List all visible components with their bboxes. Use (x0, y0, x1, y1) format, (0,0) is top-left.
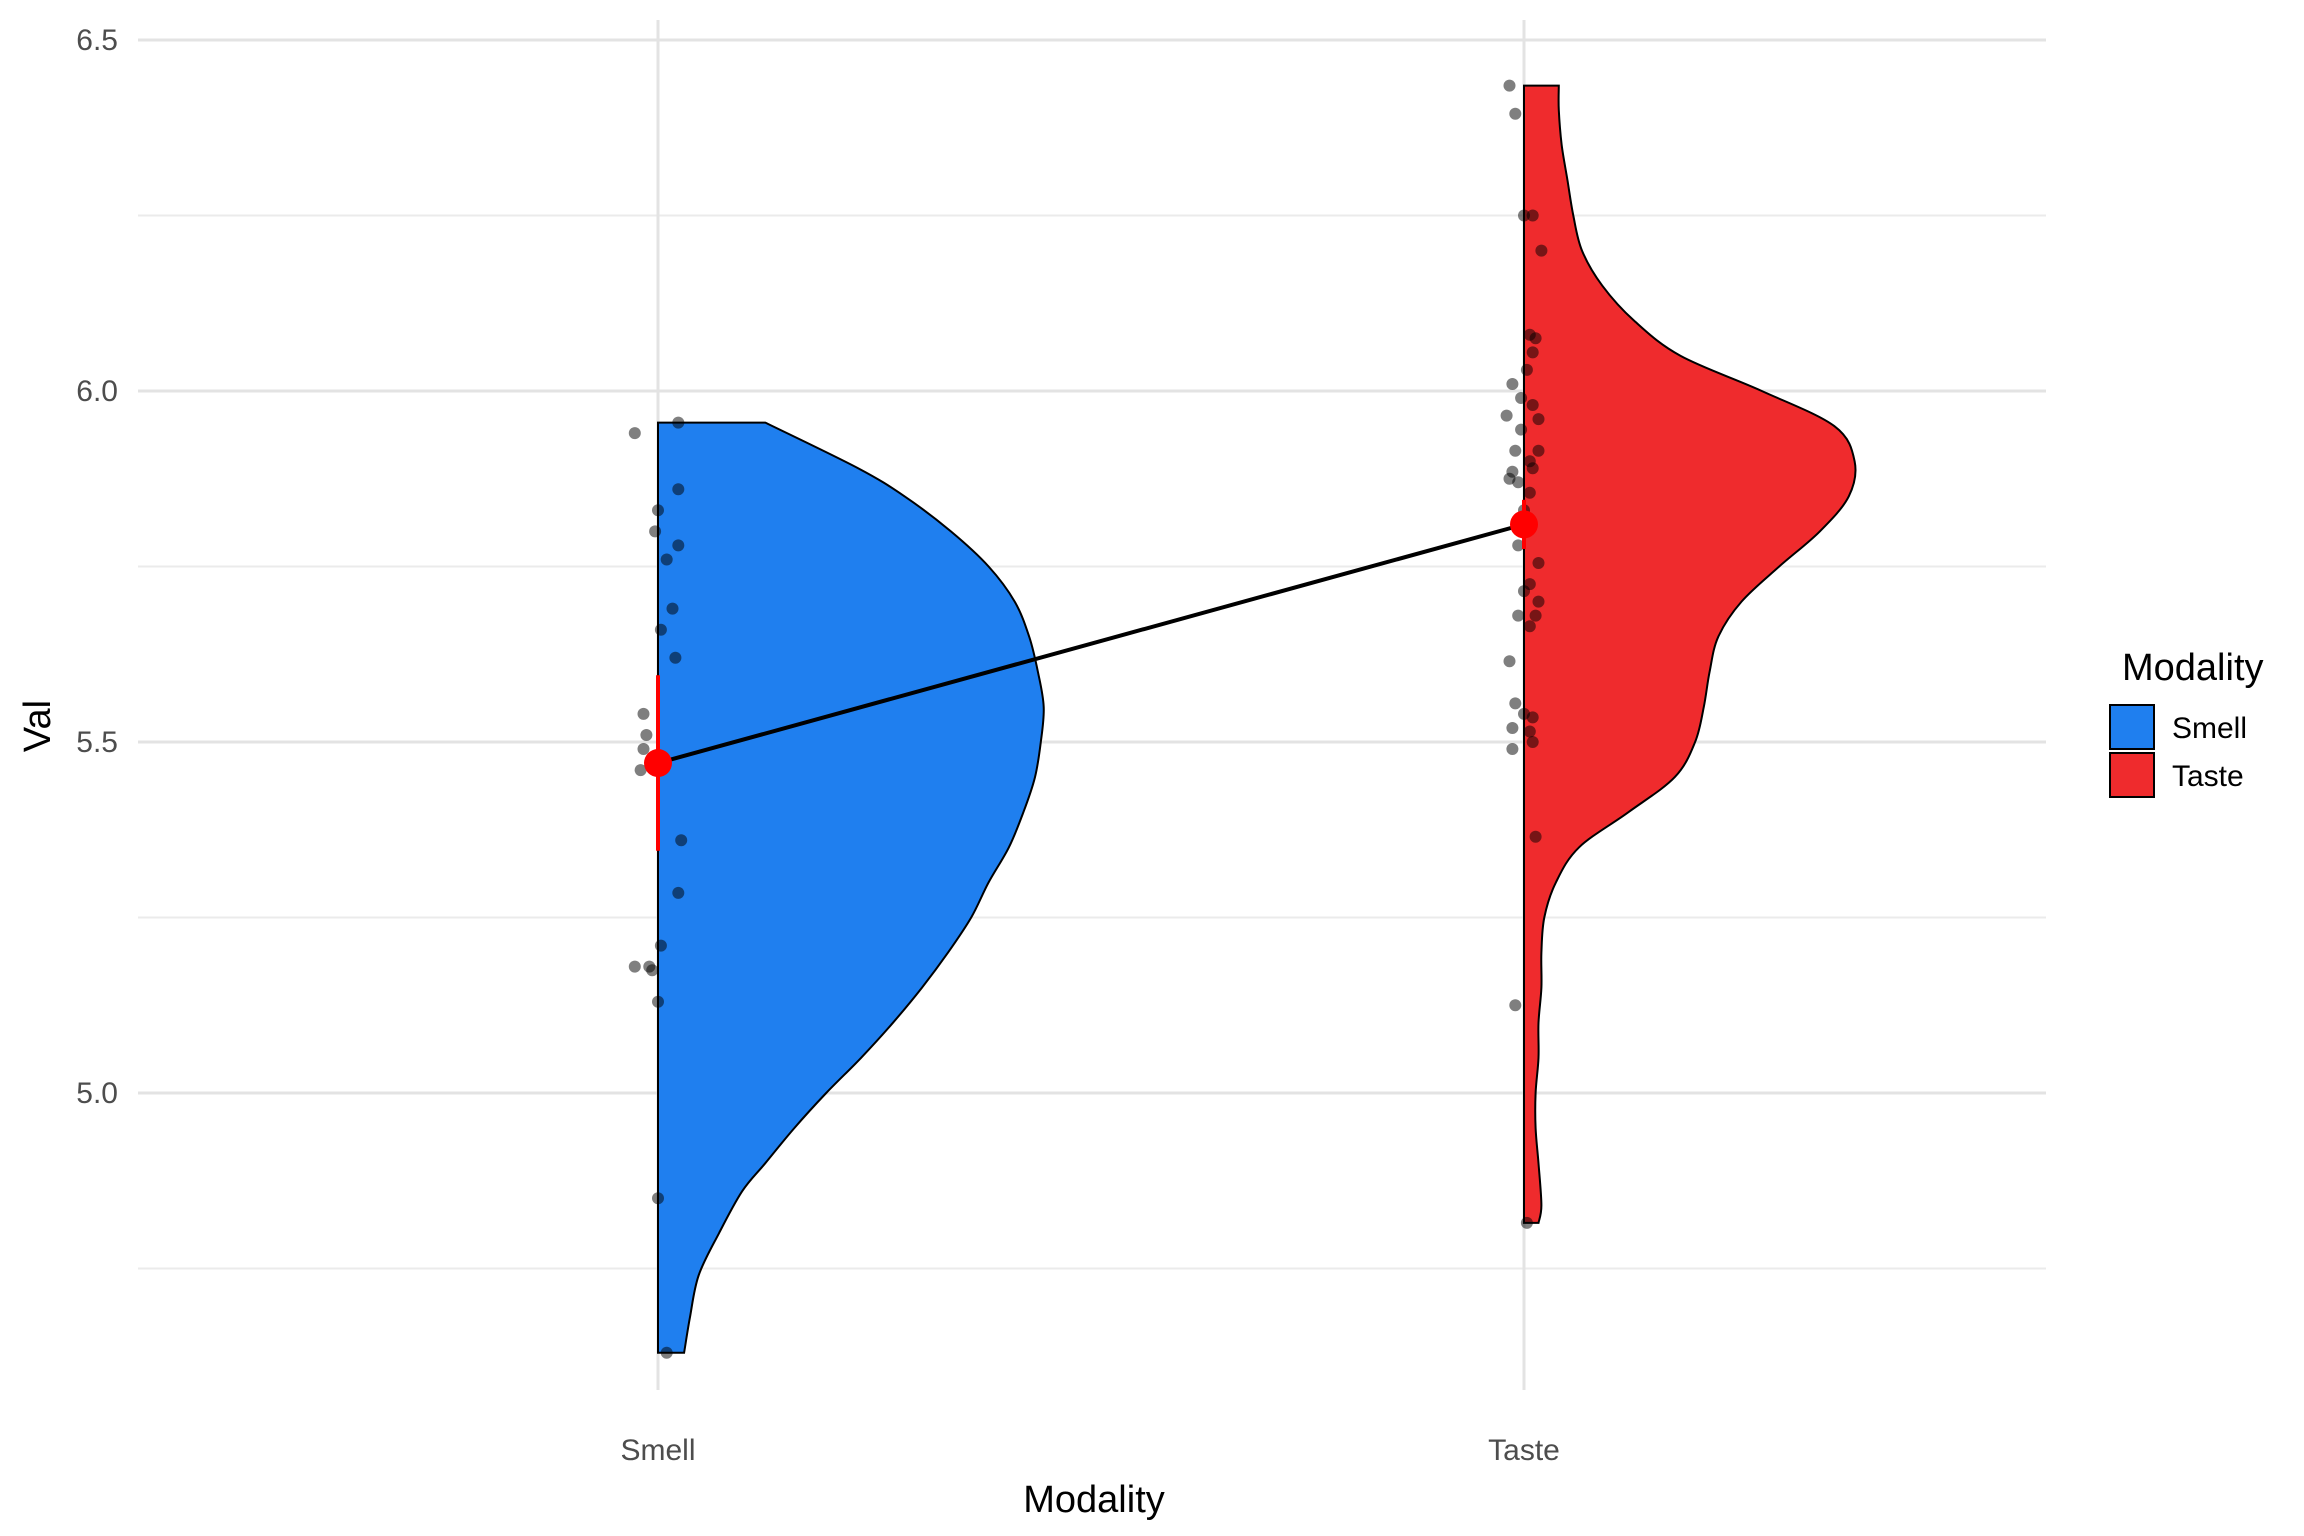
data-point-taste (1523, 725, 1536, 738)
data-point-smell (652, 1192, 664, 1205)
data-point-taste (1512, 609, 1525, 622)
data-point-taste (1512, 476, 1525, 489)
data-point-smell (646, 964, 659, 977)
data-points (628, 79, 1548, 1359)
data-point-taste (1509, 697, 1522, 710)
data-point-smell (666, 602, 679, 615)
y-axis-title: Val (17, 700, 59, 752)
data-point-taste (1503, 79, 1516, 92)
violins (657, 84, 1857, 1354)
data-point-taste (1506, 722, 1519, 734)
data-point-smell (637, 707, 650, 720)
data-point-taste (1532, 413, 1545, 426)
data-point-smell (637, 743, 650, 755)
data-point-smell (654, 623, 667, 636)
data-point-smell (672, 483, 685, 496)
data-point-taste (1509, 444, 1522, 457)
data-point-smell (669, 651, 682, 664)
y-tick-label: 5.5 (76, 726, 118, 759)
data-point-taste (1506, 743, 1519, 755)
violin-taste (1523, 84, 1857, 1224)
legend-label-smell: Smell (2172, 712, 2247, 745)
data-point-taste (1503, 655, 1516, 668)
data-point-taste (1523, 486, 1536, 499)
data-point-smell (640, 729, 653, 741)
data-point-taste (1532, 444, 1545, 457)
data-point-taste (1526, 209, 1539, 222)
violin-smell (657, 421, 1045, 1354)
x-tick-label: Taste (1488, 1434, 1560, 1467)
data-point-taste (1535, 244, 1548, 257)
data-point-taste (1526, 736, 1539, 748)
data-point-taste (1520, 1216, 1533, 1229)
legend-items: Smell Taste (2109, 704, 2247, 798)
legend-label-taste: Taste (2172, 760, 2244, 793)
data-point-taste (1532, 557, 1545, 569)
mean-connector-line (657, 522, 1525, 765)
mean-point-smell (644, 749, 672, 778)
data-point-taste (1520, 363, 1533, 376)
data-point-smell (672, 886, 685, 899)
data-point-smell (660, 553, 673, 566)
axes: 5.0 5.5 6.0 6.5 Smell Taste (76, 24, 1560, 1467)
data-point-taste (1518, 585, 1530, 598)
data-point-taste (1512, 539, 1525, 552)
data-point-taste (1509, 999, 1522, 1012)
data-point-taste (1500, 409, 1513, 422)
y-tick-label: 6.0 (76, 375, 118, 408)
y-tick-label: 6.5 (76, 24, 118, 57)
mean-point-taste (1510, 510, 1538, 539)
data-point-taste (1529, 609, 1542, 622)
data-point-taste (1515, 392, 1528, 404)
data-point-smell (649, 525, 662, 538)
y-tick-label: 5.0 (76, 1077, 118, 1110)
data-point-smell (654, 939, 667, 952)
grid-lines (138, 20, 2046, 1390)
x-axis-title: Modality (1023, 1479, 1165, 1521)
data-point-smell (628, 960, 641, 973)
data-point-smell (652, 504, 664, 517)
data-point-smell (675, 834, 688, 847)
mean-summary (644, 499, 1538, 851)
legend-swatch-taste (2109, 752, 2155, 798)
data-point-taste (1523, 620, 1536, 633)
data-point-smell (672, 416, 685, 429)
data-point-smell (672, 539, 685, 552)
data-point-smell (652, 995, 664, 1008)
data-point-smell (634, 764, 647, 777)
data-point-taste (1532, 595, 1545, 608)
data-point-taste (1529, 830, 1542, 843)
data-point-taste (1506, 378, 1519, 390)
data-point-smell (628, 427, 641, 440)
data-point-taste (1518, 209, 1530, 222)
data-point-taste (1526, 462, 1539, 475)
legend-swatch-smell (2109, 704, 2155, 750)
data-point-taste (1526, 711, 1539, 724)
data-point-taste (1515, 423, 1528, 436)
x-tick-label: Smell (620, 1434, 695, 1467)
data-point-taste (1526, 399, 1539, 411)
data-point-smell (660, 1346, 673, 1359)
legend: Modality Smell Taste (2109, 647, 2264, 798)
data-point-taste (1526, 346, 1539, 359)
legend-title: Modality (2122, 647, 2264, 689)
data-point-taste (1509, 107, 1522, 120)
data-point-taste (1529, 332, 1542, 345)
